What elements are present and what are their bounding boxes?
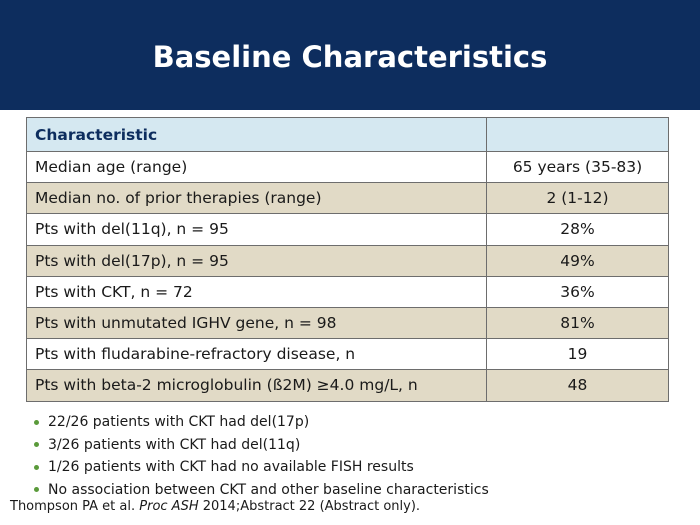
- row-value: 65 years (35-83): [486, 150, 669, 184]
- header-value: [486, 117, 669, 152]
- row-label: Pts with del(11q), n = 95: [26, 213, 487, 246]
- table-header-row: Characteristic: [26, 117, 669, 152]
- bullet-text: No association between CKT and other bas…: [48, 481, 489, 498]
- bullet-item: 22/26 patients with CKT had del(17p): [34, 411, 489, 434]
- bullet-dot-icon: [34, 464, 39, 470]
- row-value: 28%: [486, 213, 669, 246]
- row-label: Median age (range): [26, 150, 487, 184]
- row-label: Pts with CKT, n = 72: [26, 275, 487, 308]
- row-label: Pts with unmutated IGHV gene, n = 98: [26, 306, 487, 340]
- row-label: Pts with del(17p), n = 95: [26, 244, 487, 277]
- table-row: Median age (range) 65 years (35-83): [26, 150, 669, 184]
- citation-details: 2014;Abstract 22 (Abstract only).: [198, 499, 421, 514]
- bullet-text: 22/26 patients with CKT had del(17p): [48, 414, 310, 430]
- row-value: 19: [486, 338, 669, 371]
- row-label: Pts with fludarabine-refractory disease,…: [26, 338, 487, 371]
- table-row: Pts with del(11q), n = 95 28%: [26, 213, 669, 246]
- table-row: Median no. of prior therapies (range) 2 …: [26, 182, 669, 215]
- table-row: Pts with del(17p), n = 95 49%: [26, 244, 669, 277]
- table-row: Pts with fludarabine-refractory disease,…: [26, 338, 669, 371]
- slide-title: Baseline Characteristics: [152, 40, 548, 74]
- bullet-list: 22/26 patients with CKT had del(17p) 3/2…: [34, 411, 489, 501]
- citation: Thompson PA et al. Proc ASH 2014;Abstrac…: [10, 499, 420, 514]
- citation-authors: Thompson PA et al.: [10, 499, 140, 514]
- row-value: 49%: [486, 244, 669, 277]
- slide-header: Baseline Characteristics: [0, 0, 700, 110]
- bullet-text: 3/26 patients with CKT had del(11q): [48, 436, 301, 453]
- header-characteristic: Characteristic: [26, 117, 487, 152]
- bullet-dot-icon: [34, 442, 39, 448]
- row-value: 48: [486, 369, 669, 402]
- row-label: Median no. of prior therapies (range): [26, 182, 487, 215]
- bullet-item: 3/26 patients with CKT had del(11q): [34, 434, 489, 457]
- bullet-dot-icon: [34, 487, 39, 493]
- bullet-dot-icon: [34, 419, 39, 425]
- row-value: 2 (1-12): [486, 182, 669, 215]
- table-row: Pts with unmutated IGHV gene, n = 98 81%: [26, 306, 669, 340]
- baseline-characteristics-table: Characteristic Median age (range) 65 yea…: [26, 117, 669, 402]
- citation-journal: Proc ASH: [139, 499, 199, 514]
- table-row: Pts with beta-2 microglobulin (ß2M) ≥4.0…: [26, 369, 669, 402]
- table-row: Pts with CKT, n = 72 36%: [26, 275, 669, 308]
- baseline-table-container: Characteristic Median age (range) 65 yea…: [26, 117, 669, 402]
- row-value: 36%: [486, 275, 669, 308]
- bullet-text: 1/26 patients with CKT had no available …: [48, 459, 414, 475]
- row-label: Pts with beta-2 microglobulin (ß2M) ≥4.0…: [26, 369, 487, 402]
- bullet-item: 1/26 patients with CKT had no available …: [34, 456, 489, 479]
- bullet-item: No association between CKT and other bas…: [34, 479, 489, 502]
- row-value: 81%: [486, 306, 669, 340]
